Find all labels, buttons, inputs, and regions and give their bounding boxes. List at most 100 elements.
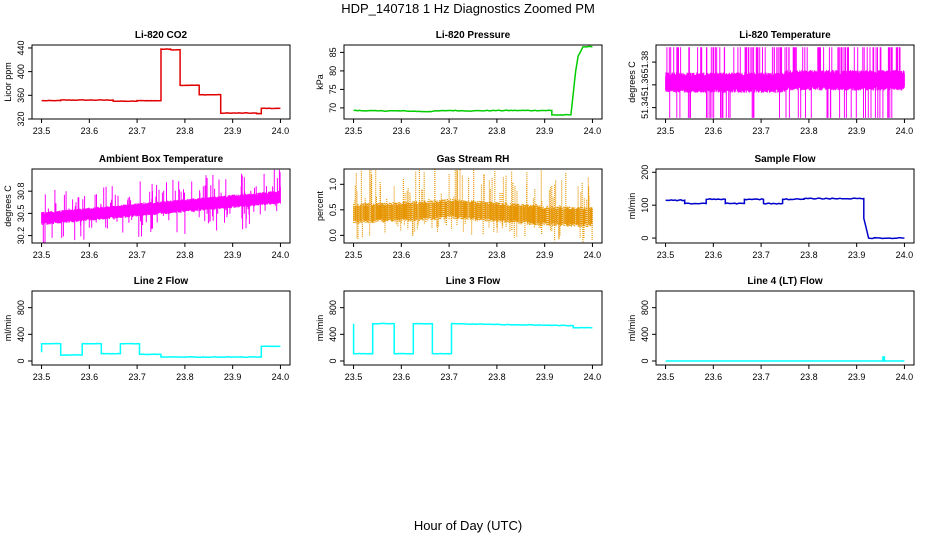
series-line bbox=[40, 342, 281, 358]
x-tick-label: 23.6 bbox=[705, 250, 723, 260]
y-tick-label: 400 bbox=[16, 64, 26, 79]
x-tick-label: 23.5 bbox=[33, 372, 51, 382]
series-line bbox=[353, 45, 593, 116]
y-tick-label: 400 bbox=[640, 327, 650, 342]
y-axis-label: ml/min bbox=[315, 315, 325, 342]
panel-title: Li-820 Pressure bbox=[436, 30, 511, 41]
series-band bbox=[665, 47, 905, 118]
x-tick-label: 23.9 bbox=[536, 372, 554, 382]
x-tick-label: 23.6 bbox=[81, 126, 99, 136]
series-line bbox=[665, 197, 905, 240]
x-tick-label: 23.9 bbox=[224, 372, 242, 382]
series-band bbox=[353, 169, 593, 243]
panel-title: Sample Flow bbox=[754, 154, 815, 165]
x-tick-label: 23.6 bbox=[81, 372, 99, 382]
x-tick-label: 23.7 bbox=[440, 250, 458, 260]
x-tick-label: 23.7 bbox=[440, 372, 458, 382]
x-tick-label: 23.7 bbox=[752, 250, 770, 260]
data-layer bbox=[352, 322, 593, 355]
y-tick-label: 0.0 bbox=[328, 229, 338, 242]
panel-title: Line 3 Flow bbox=[446, 276, 501, 287]
x-tick-label: 23.8 bbox=[800, 250, 818, 260]
y-tick-label: 0 bbox=[328, 358, 338, 363]
y-tick-label: 51.38 bbox=[640, 51, 650, 74]
plot-frame bbox=[343, 44, 603, 120]
x-tick-label: 23.9 bbox=[224, 126, 242, 136]
panel-1: Li-820 Pressure kPa 23.5 23.6 23.7 23.8 23.9 24… bbox=[315, 30, 603, 136]
y-tick-label: 0.5 bbox=[328, 204, 338, 217]
y-tick-label: 0 bbox=[640, 358, 650, 363]
y-axis-label: Licor ppm bbox=[3, 62, 13, 102]
x-tick-label: 23.7 bbox=[128, 250, 146, 260]
x-tick-label: 23.8 bbox=[488, 372, 506, 382]
data-layer bbox=[665, 47, 905, 118]
y-tick-label: 100 bbox=[640, 198, 650, 213]
x-tick-label: 23.8 bbox=[176, 250, 194, 260]
x-tick-label: 24.0 bbox=[584, 250, 602, 260]
x-tick-label: 23.8 bbox=[488, 126, 506, 136]
x-tick-label: 24.0 bbox=[896, 250, 914, 260]
plot-frame bbox=[31, 44, 291, 120]
data-layer bbox=[41, 48, 281, 115]
plot-frame bbox=[655, 168, 915, 244]
x-tick-label: 23.8 bbox=[800, 372, 818, 382]
y-tick-label: 30.5 bbox=[16, 205, 26, 223]
y-tick-label: 440 bbox=[16, 40, 26, 55]
plot-frame bbox=[655, 44, 915, 120]
y-tick-label: 0 bbox=[16, 358, 26, 363]
x-tick-label: 23.5 bbox=[345, 372, 363, 382]
x-tick-label: 23.5 bbox=[657, 126, 675, 136]
data-layer bbox=[665, 356, 905, 362]
x-tick-label: 23.8 bbox=[176, 126, 194, 136]
y-tick-label: 1.0 bbox=[328, 178, 338, 191]
panel-5: Sample Flow ml/min 23.5 23.6 23.7 23.8 23.9 24.… bbox=[627, 154, 915, 260]
y-tick-label: 400 bbox=[16, 327, 26, 342]
figure-title: HDP_140718 1 Hz Diagnostics Zoomed PM bbox=[341, 1, 595, 16]
x-tick-label: 23.7 bbox=[752, 372, 770, 382]
plot-frame bbox=[343, 290, 603, 366]
x-tick-label: 23.7 bbox=[128, 126, 146, 136]
y-axis-label: ml/min bbox=[3, 315, 13, 342]
y-axis-label: ml/min bbox=[627, 315, 637, 342]
y-axis-label: degrees C bbox=[627, 61, 637, 103]
y-axis-label: degrees C bbox=[3, 185, 13, 227]
y-tick-label: 0 bbox=[640, 236, 650, 241]
x-tick-label: 23.5 bbox=[657, 372, 675, 382]
x-tick-label: 23.5 bbox=[657, 250, 675, 260]
x-tick-label: 23.8 bbox=[176, 372, 194, 382]
x-tick-label: 24.0 bbox=[584, 372, 602, 382]
panel-7: Line 3 Flow ml/min 23.5 23.6 23.7 23.8 23.9 24.… bbox=[315, 276, 603, 382]
x-tick-label: 23.9 bbox=[536, 250, 554, 260]
panel-title: Li-820 Temperature bbox=[739, 30, 831, 41]
x-tick-label: 24.0 bbox=[896, 372, 914, 382]
x-tick-label: 23.5 bbox=[345, 126, 363, 136]
panel-title: Li-820 CO2 bbox=[135, 30, 188, 41]
plot-frame bbox=[31, 290, 291, 366]
data-layer bbox=[40, 342, 281, 358]
y-tick-label: 400 bbox=[328, 327, 338, 342]
y-tick-label: 75 bbox=[328, 84, 338, 94]
panel-3: Ambient Box Temperature degrees C 23.5 23.6… bbox=[3, 154, 291, 260]
figure-x-axis-label: Hour of Day (UTC) bbox=[413, 518, 523, 533]
panel-2: Li-820 Temperature degrees C 23.5 23.6 23.7 2… bbox=[627, 30, 915, 136]
data-layer bbox=[665, 197, 905, 240]
y-tick-label: 30.2 bbox=[16, 227, 26, 245]
panel-title: Line 4 (LT) Flow bbox=[747, 276, 823, 287]
y-tick-label: 360 bbox=[16, 88, 26, 103]
series-line bbox=[665, 356, 905, 362]
x-tick-label: 24.0 bbox=[272, 126, 290, 136]
y-axis-label: ml/min bbox=[627, 193, 637, 220]
panel-title: Line 2 Flow bbox=[134, 276, 189, 287]
plot-frame bbox=[655, 290, 915, 366]
data-layer bbox=[41, 169, 281, 243]
x-tick-label: 23.9 bbox=[848, 126, 866, 136]
y-axis-label: percent bbox=[315, 190, 325, 221]
x-tick-label: 23.8 bbox=[488, 250, 506, 260]
y-tick-label: 200 bbox=[640, 165, 650, 180]
x-tick-label: 23.8 bbox=[800, 126, 818, 136]
x-tick-label: 23.9 bbox=[848, 372, 866, 382]
series-line bbox=[41, 48, 281, 115]
x-tick-label: 23.5 bbox=[33, 126, 51, 136]
x-tick-label: 23.5 bbox=[33, 250, 51, 260]
